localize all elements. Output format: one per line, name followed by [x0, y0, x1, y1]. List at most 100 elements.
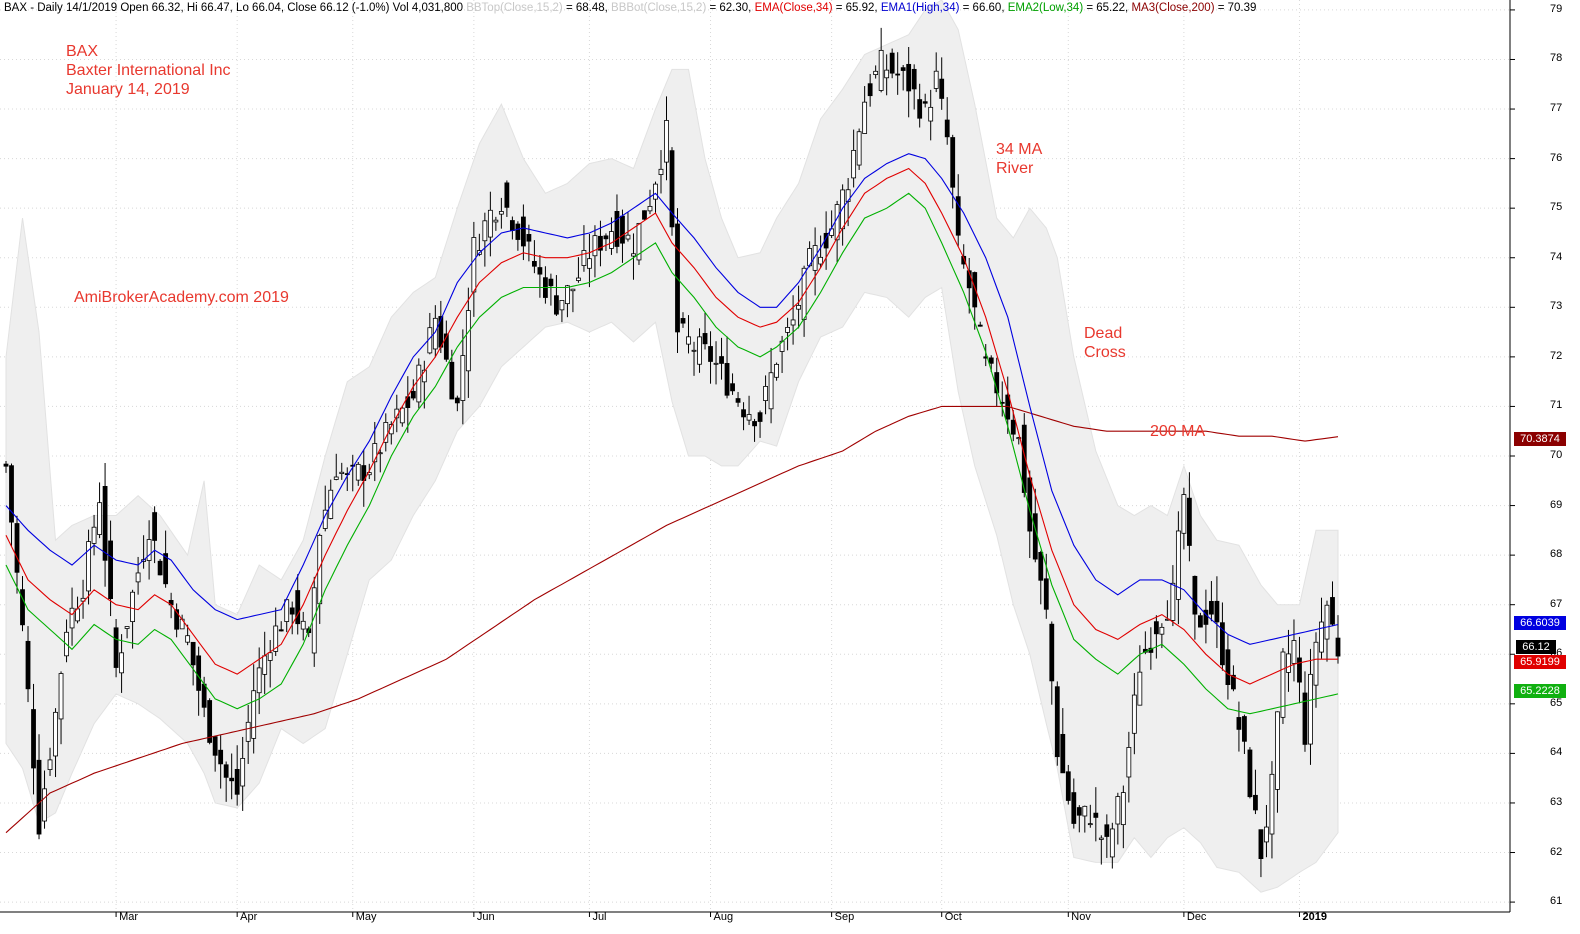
candle	[1186, 472, 1192, 562]
candle	[58, 671, 64, 745]
candle-body	[1197, 615, 1203, 628]
candle	[735, 391, 741, 407]
candle-body	[955, 196, 961, 236]
candle	[565, 284, 570, 318]
candle-body	[1302, 692, 1308, 745]
candle	[785, 317, 790, 351]
candle	[372, 421, 378, 482]
candle-body	[763, 386, 768, 401]
candle	[449, 349, 455, 400]
candle-body	[895, 73, 901, 76]
candle	[1065, 764, 1071, 805]
candle	[482, 212, 488, 267]
candle	[1060, 708, 1066, 774]
candle	[796, 285, 801, 329]
candle-body	[950, 137, 956, 188]
candle	[939, 57, 945, 110]
candle-body	[223, 764, 229, 778]
candle-body	[3, 463, 9, 467]
candle	[53, 708, 58, 778]
candle	[163, 530, 169, 588]
candle	[333, 453, 339, 481]
candle-body	[487, 209, 493, 238]
candle-body	[471, 237, 477, 293]
candle-body	[1186, 497, 1192, 546]
candle	[1126, 731, 1132, 803]
candle-body	[790, 319, 796, 326]
candle	[675, 208, 680, 353]
candle	[1076, 805, 1082, 833]
candle-body	[289, 607, 295, 615]
candle-body	[157, 560, 163, 576]
candle-body	[1214, 600, 1220, 623]
candle-body	[752, 421, 757, 427]
x-tick-label: May	[355, 911, 377, 923]
candle-body	[900, 67, 906, 71]
candle-body	[152, 512, 158, 541]
candle	[234, 745, 240, 806]
candle	[933, 52, 939, 93]
candle-body	[576, 277, 581, 281]
candle	[443, 320, 449, 362]
candle-body	[97, 502, 102, 535]
header-ema-value: = 65.92,	[832, 2, 881, 14]
candle-body	[1192, 575, 1198, 615]
candle-body	[587, 258, 592, 269]
candle	[240, 736, 246, 811]
candle-body	[620, 215, 625, 244]
close-value-badge: 66.12	[1516, 640, 1556, 654]
candle-body	[130, 591, 135, 623]
candle	[69, 587, 75, 646]
candle-body	[1280, 651, 1286, 718]
header-ema1-value: = 66.60,	[959, 2, 1008, 14]
candle	[124, 626, 130, 639]
candle-body	[917, 99, 923, 119]
candle-body	[438, 316, 444, 348]
candle	[559, 300, 565, 323]
candle	[658, 150, 664, 194]
candle	[421, 360, 427, 409]
candle	[922, 93, 928, 108]
candle-body	[135, 572, 141, 583]
header-ema-label: EMA(Close,34)	[754, 2, 833, 14]
candle	[399, 405, 405, 427]
candle-body	[240, 758, 246, 787]
candle-body	[1049, 623, 1055, 682]
candle-body	[53, 711, 58, 757]
candle-body	[1231, 674, 1236, 690]
candle	[719, 337, 724, 380]
candle	[1335, 615, 1341, 664]
x-tick-label: Jun	[476, 911, 495, 923]
candle	[42, 770, 47, 829]
candle	[289, 601, 295, 635]
candle	[1192, 575, 1198, 640]
candle-body	[906, 63, 912, 92]
candle	[526, 224, 532, 262]
candle-body	[1242, 716, 1247, 742]
candle	[752, 418, 757, 442]
candle-body	[625, 234, 631, 240]
candle	[730, 373, 735, 395]
candle	[1203, 589, 1209, 644]
candle-body	[14, 523, 20, 573]
candle-body	[1109, 828, 1115, 858]
y-tick-label: 62	[1550, 845, 1563, 858]
candle-body	[344, 473, 350, 476]
candle	[928, 89, 934, 141]
candle-body	[724, 363, 730, 396]
candle-body	[410, 390, 416, 399]
candle-body	[119, 652, 124, 674]
candle-body	[1021, 424, 1027, 493]
candle-body	[267, 652, 273, 661]
candle-body	[1054, 686, 1060, 758]
candle-body	[1032, 513, 1038, 560]
candle	[653, 181, 658, 213]
candle-body	[944, 119, 950, 138]
candle	[1275, 711, 1280, 813]
candle-body	[25, 640, 31, 690]
candle-body	[873, 70, 879, 75]
candle-body	[1225, 649, 1231, 685]
candle-body	[570, 288, 576, 292]
candle-body	[1137, 671, 1143, 706]
candle	[1054, 681, 1060, 766]
